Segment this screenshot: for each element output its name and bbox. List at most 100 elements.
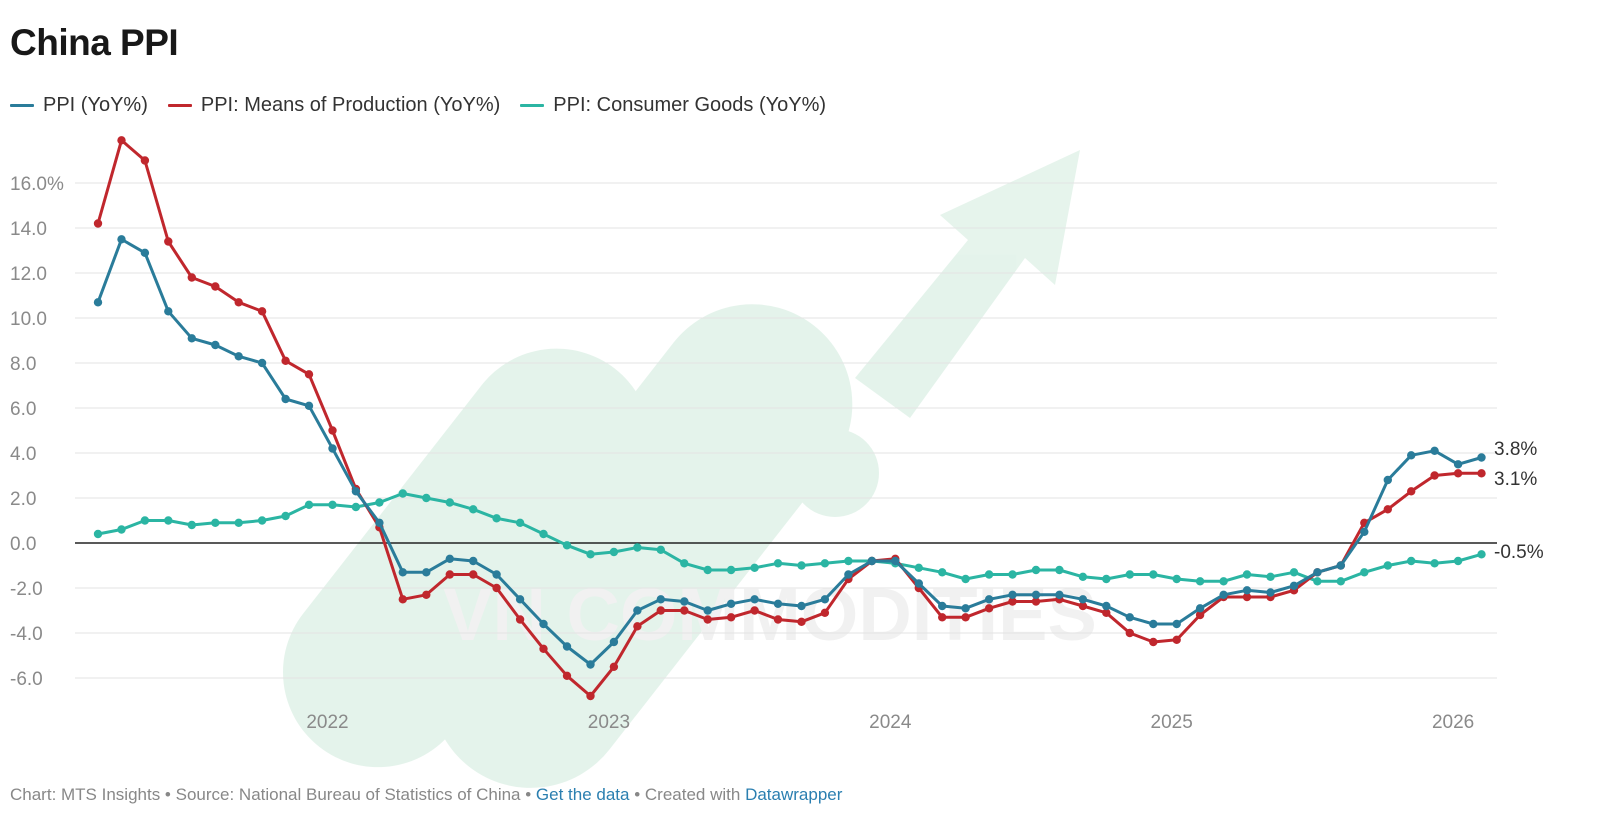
footer-credits: Chart: MTS Insights • Source: National B… (10, 785, 536, 804)
data-point (961, 574, 970, 584)
data-point (140, 248, 150, 257)
x-axis: 2022 2023 2024 2025 2026 (306, 712, 1474, 733)
data-point (1219, 577, 1228, 586)
data-point (398, 568, 407, 577)
data-point (164, 516, 173, 525)
data-point (234, 518, 243, 527)
data-point (257, 358, 267, 368)
series-0 (93, 235, 1486, 669)
data-point (422, 493, 431, 503)
data-point (750, 606, 759, 615)
y-axis: 16.0% 14.0 12.0 10.0 8.0 6.0 4.0 2.0 0.0 -2.0 -4.0… (10, 174, 64, 690)
data-point (820, 559, 830, 568)
data-point (1055, 590, 1064, 599)
data-point (304, 401, 314, 410)
data-point (750, 595, 759, 604)
data-point (820, 608, 830, 617)
data-point (492, 514, 501, 523)
data-point (539, 529, 548, 539)
data-point (1102, 608, 1111, 617)
data-point (375, 498, 384, 507)
x-tick-label: 2026 (1432, 712, 1474, 733)
data-point (562, 671, 572, 680)
data-point (1360, 527, 1369, 536)
data-point (211, 340, 220, 350)
y-tick-label: 12.0 (10, 264, 47, 285)
data-point (1383, 561, 1393, 570)
data-point (797, 601, 806, 611)
data-point (1407, 487, 1416, 496)
legend-swatch-means-of-production (167, 104, 192, 107)
data-point (1289, 581, 1299, 590)
data-point (328, 500, 337, 509)
data-point (562, 642, 572, 651)
data-point (1031, 597, 1041, 606)
data-point (773, 559, 783, 568)
data-point (1078, 595, 1088, 604)
data-point (117, 235, 126, 244)
y-tick-label: 14.0 (10, 219, 47, 240)
x-tick-label: 2023 (588, 712, 630, 733)
data-point (1172, 619, 1181, 629)
legend-label-means-of-production: PPI: Means of Production (YoY%) (200, 94, 501, 116)
data-point (1195, 604, 1205, 613)
y-tick-label: 0.0 (10, 534, 36, 555)
legend-label-consumer-goods: PPI: Consumer Goods (YoY%) (553, 94, 827, 116)
data-point (773, 615, 783, 624)
chart-title: China PPI (10, 22, 179, 63)
legend-item-means-of-production: PPI: Means of Production (YoY%) (167, 94, 501, 117)
data-point (1430, 446, 1439, 455)
data-point (1430, 559, 1439, 568)
data-point (656, 545, 665, 554)
y-tick-label: 2.0 (10, 489, 36, 510)
end-label: 3.8% (1494, 439, 1537, 460)
data-point (1149, 619, 1158, 629)
data-point (1453, 469, 1463, 478)
data-point (703, 565, 712, 575)
chart-legend: PPI (YoY%) PPI: Means of Production (YoY… (10, 94, 826, 117)
data-point (1078, 572, 1088, 581)
data-point (257, 516, 267, 525)
data-point (891, 556, 900, 566)
data-point (211, 518, 220, 527)
data-point (938, 601, 947, 611)
data-point (750, 563, 759, 572)
data-point (1242, 592, 1252, 602)
data-point (469, 570, 478, 579)
data-point (1125, 613, 1135, 622)
y-tick-label: 16.0% (10, 174, 64, 195)
data-point (773, 599, 783, 608)
data-point (1102, 601, 1111, 611)
data-point (187, 273, 196, 282)
get-the-data-link[interactable]: Get the data (535, 785, 630, 804)
data-point (304, 370, 314, 379)
data-point (656, 606, 665, 615)
data-point (984, 604, 994, 613)
data-point (93, 529, 103, 539)
data-point (1313, 577, 1322, 586)
data-point (984, 595, 994, 604)
data-point (351, 502, 361, 512)
y-tick-label: -6.0 (10, 669, 43, 690)
data-point (1055, 565, 1064, 575)
data-point (820, 595, 830, 604)
data-point (328, 444, 337, 453)
data-point (445, 498, 454, 507)
data-point (797, 561, 806, 570)
footer-separator: • Created with (629, 785, 746, 804)
data-point (515, 615, 525, 624)
data-point (1031, 590, 1041, 599)
data-point (703, 615, 712, 624)
datawrapper-link[interactable]: Datawrapper (745, 785, 843, 804)
data-point (234, 352, 243, 361)
data-point (633, 606, 642, 615)
data-point (1289, 568, 1299, 577)
data-point (844, 556, 853, 566)
data-point (1242, 570, 1252, 579)
data-point (539, 619, 548, 629)
data-point (914, 579, 923, 588)
data-point (1008, 597, 1017, 606)
data-point (633, 543, 642, 552)
data-point (797, 617, 806, 626)
